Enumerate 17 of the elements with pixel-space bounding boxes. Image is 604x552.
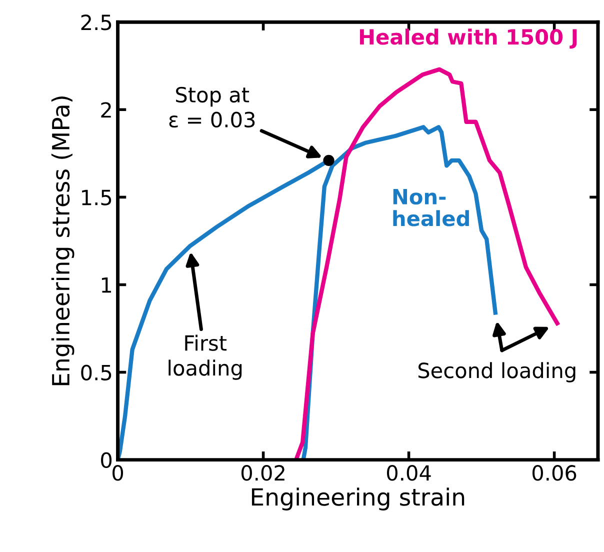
series-label: Non- healed bbox=[393, 189, 469, 226]
x-tick-label: 0.04 bbox=[386, 465, 431, 481]
y-tick-label: 2.5 bbox=[81, 14, 112, 30]
y-axis-title: Engineering stress (MPa) bbox=[51, 96, 74, 386]
annotation: First loading bbox=[168, 334, 242, 380]
y-tick-label: 1 bbox=[102, 277, 111, 293]
annotation: Second loading bbox=[418, 362, 576, 382]
x-tick-label: 0.06 bbox=[532, 465, 576, 481]
series-label: Healed with 1500 J bbox=[360, 28, 577, 49]
x-axis-title: Engineering strain bbox=[252, 488, 464, 510]
y-tick-label: 1.5 bbox=[82, 190, 112, 206]
x-tick-label: 0 bbox=[112, 465, 124, 481]
y-tick-label: 2 bbox=[101, 102, 111, 118]
x-tick-label: 0.02 bbox=[241, 465, 284, 481]
y-tick-label: 0 bbox=[101, 452, 112, 468]
annotation: Stop at ε = 0.03 bbox=[169, 86, 255, 128]
y-tick-label: 0.5 bbox=[81, 364, 112, 380]
